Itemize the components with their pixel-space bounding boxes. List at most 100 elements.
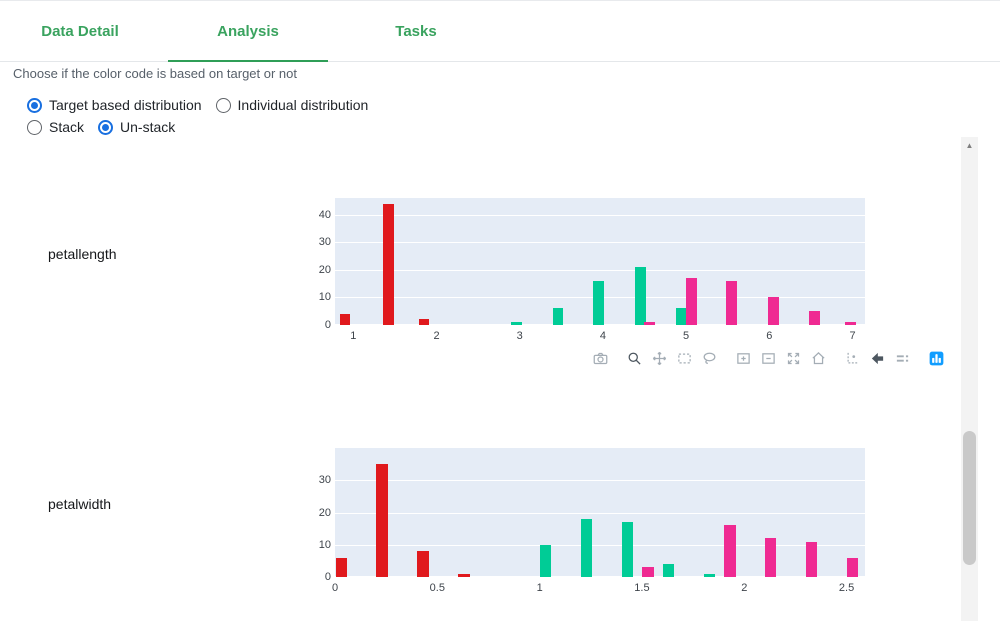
pan-button[interactable] [647,348,672,369]
gridline [335,480,865,482]
reset-axes-icon [811,351,826,366]
petallength-histogram-plot[interactable]: 0 10 20 30 40 1 2 3 4 5 6 7 [319,198,865,342]
histogram-bar [458,573,470,577]
histogram-bar [768,297,779,325]
histogram-bar [765,538,777,577]
x-tick-label: 6 [766,330,773,342]
histogram-bar [510,322,522,325]
zoom-icon [627,351,642,366]
y-tick-label: 40 [318,208,331,221]
petalwidth-histogram-plot[interactable]: 0 10 20 30 0 0.5 1 1.5 2 2.5 [319,448,865,594]
radio-option-stack[interactable]: Stack [27,119,84,135]
tab-tasks[interactable]: Tasks [336,1,496,61]
x-tick-label: 2 [741,582,748,594]
radio-button-target-based[interactable] [27,97,42,113]
radio-button-unstack[interactable] [98,119,114,135]
tab-label: Tasks [395,22,437,40]
histogram-bar [847,557,859,577]
lasso-select-button[interactable] [697,348,722,369]
histogram-bar [662,564,675,577]
y-tick-label: 0 [324,319,331,331]
histogram-bar [703,573,716,577]
box-select-button[interactable] [672,348,697,369]
modebar [588,348,949,369]
radio-label: Individual distribution [237,97,369,113]
x-tick-label: 3 [516,330,523,342]
radio-button-stack[interactable] [27,119,42,135]
histogram-bar [644,322,655,325]
scrollbar-up-icon[interactable]: ▲ [961,137,978,154]
histogram-bar [806,541,818,577]
zoom-out-icon [761,351,776,366]
histogram-bar [724,525,736,577]
histogram-bar [339,313,351,325]
x-tick-label: 4 [599,330,606,342]
lasso-select-icon [702,351,717,366]
reset-axes-button[interactable] [806,348,831,369]
scrollbar[interactable]: ▲ [961,137,978,621]
tab-analysis[interactable]: Analysis [168,1,328,62]
camera-icon [593,351,608,366]
closest-data-button[interactable] [865,348,890,369]
histogram-bar [335,557,347,577]
x-tick-label: 0.5 [429,582,445,594]
histogram-bar [382,203,394,325]
histogram-bar [634,267,646,325]
histogram-bar [417,551,429,577]
histogram-bar [621,522,634,577]
closest-data-icon [870,351,885,366]
autoscale-icon [786,351,801,366]
spike-lines-button[interactable] [840,348,865,369]
histogram-bar [642,567,654,577]
pan-icon [652,351,667,366]
zoom-button[interactable] [622,348,647,369]
stack-radio-group: Stack Un-stack [27,119,189,135]
tab-bar: Data Detail Analysis Tasks [0,1,1000,62]
y-tick-label: 0 [324,571,331,583]
radio-label: Un-stack [120,119,176,135]
radio-label: Target based distribution [49,97,202,113]
chart-title-petallength: petallength [48,246,117,262]
x-tick-label: 2.5 [838,582,855,594]
plotly-logo-icon [929,351,944,366]
histogram-bar [808,311,820,325]
tab-label: Analysis [217,22,279,40]
histogram-bar [675,308,687,325]
scrollbar-thumb[interactable] [963,431,976,565]
x-tick-label: 7 [849,330,856,342]
radio-button-individual[interactable] [215,97,231,113]
radio-option-target-based[interactable]: Target based distribution [27,97,202,113]
x-tick-label: 5 [683,330,690,342]
histogram-bar [726,280,738,325]
chart-title-petalwidth: petalwidth [48,496,112,512]
histogram-bar [685,278,697,325]
radio-option-individual[interactable]: Individual distribution [215,97,369,113]
y-tick-label: 30 [318,474,331,487]
plotly-logo-button[interactable] [924,348,949,369]
x-tick-label: 1 [536,582,543,594]
tab-data-detail[interactable]: Data Detail [0,1,160,61]
zoom-in-button[interactable] [731,348,756,369]
y-tick-label: 20 [318,506,331,519]
radio-label: Stack [49,119,85,135]
gridline [335,269,865,271]
y-tick-label: 20 [318,263,331,276]
zoom-out-button[interactable] [756,348,781,369]
histogram-bar [552,308,564,325]
x-tick-label: 1.5 [634,582,650,594]
radio-option-unstack[interactable]: Un-stack [98,119,175,135]
compare-data-button[interactable] [890,348,915,369]
histogram-bar [540,544,552,577]
zoom-in-icon [736,351,751,366]
tab-label: Data Detail [41,22,119,40]
y-tick-label: 10 [318,538,331,551]
autoscale-button[interactable] [781,348,806,369]
camera-button[interactable] [588,348,613,369]
distribution-radio-group: Target based distribution Individual dis… [27,97,382,113]
histogram-bar [581,518,593,577]
x-tick-label: 0 [331,582,339,594]
gridline [335,214,865,216]
color-code-hint: Choose if the color code is based on tar… [13,66,298,81]
box-select-icon [677,351,692,366]
